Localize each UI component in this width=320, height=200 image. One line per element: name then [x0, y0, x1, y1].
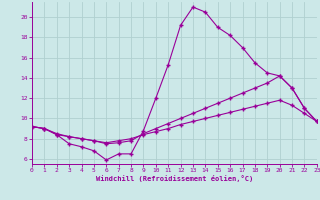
X-axis label: Windchill (Refroidissement éolien,°C): Windchill (Refroidissement éolien,°C) — [96, 175, 253, 182]
